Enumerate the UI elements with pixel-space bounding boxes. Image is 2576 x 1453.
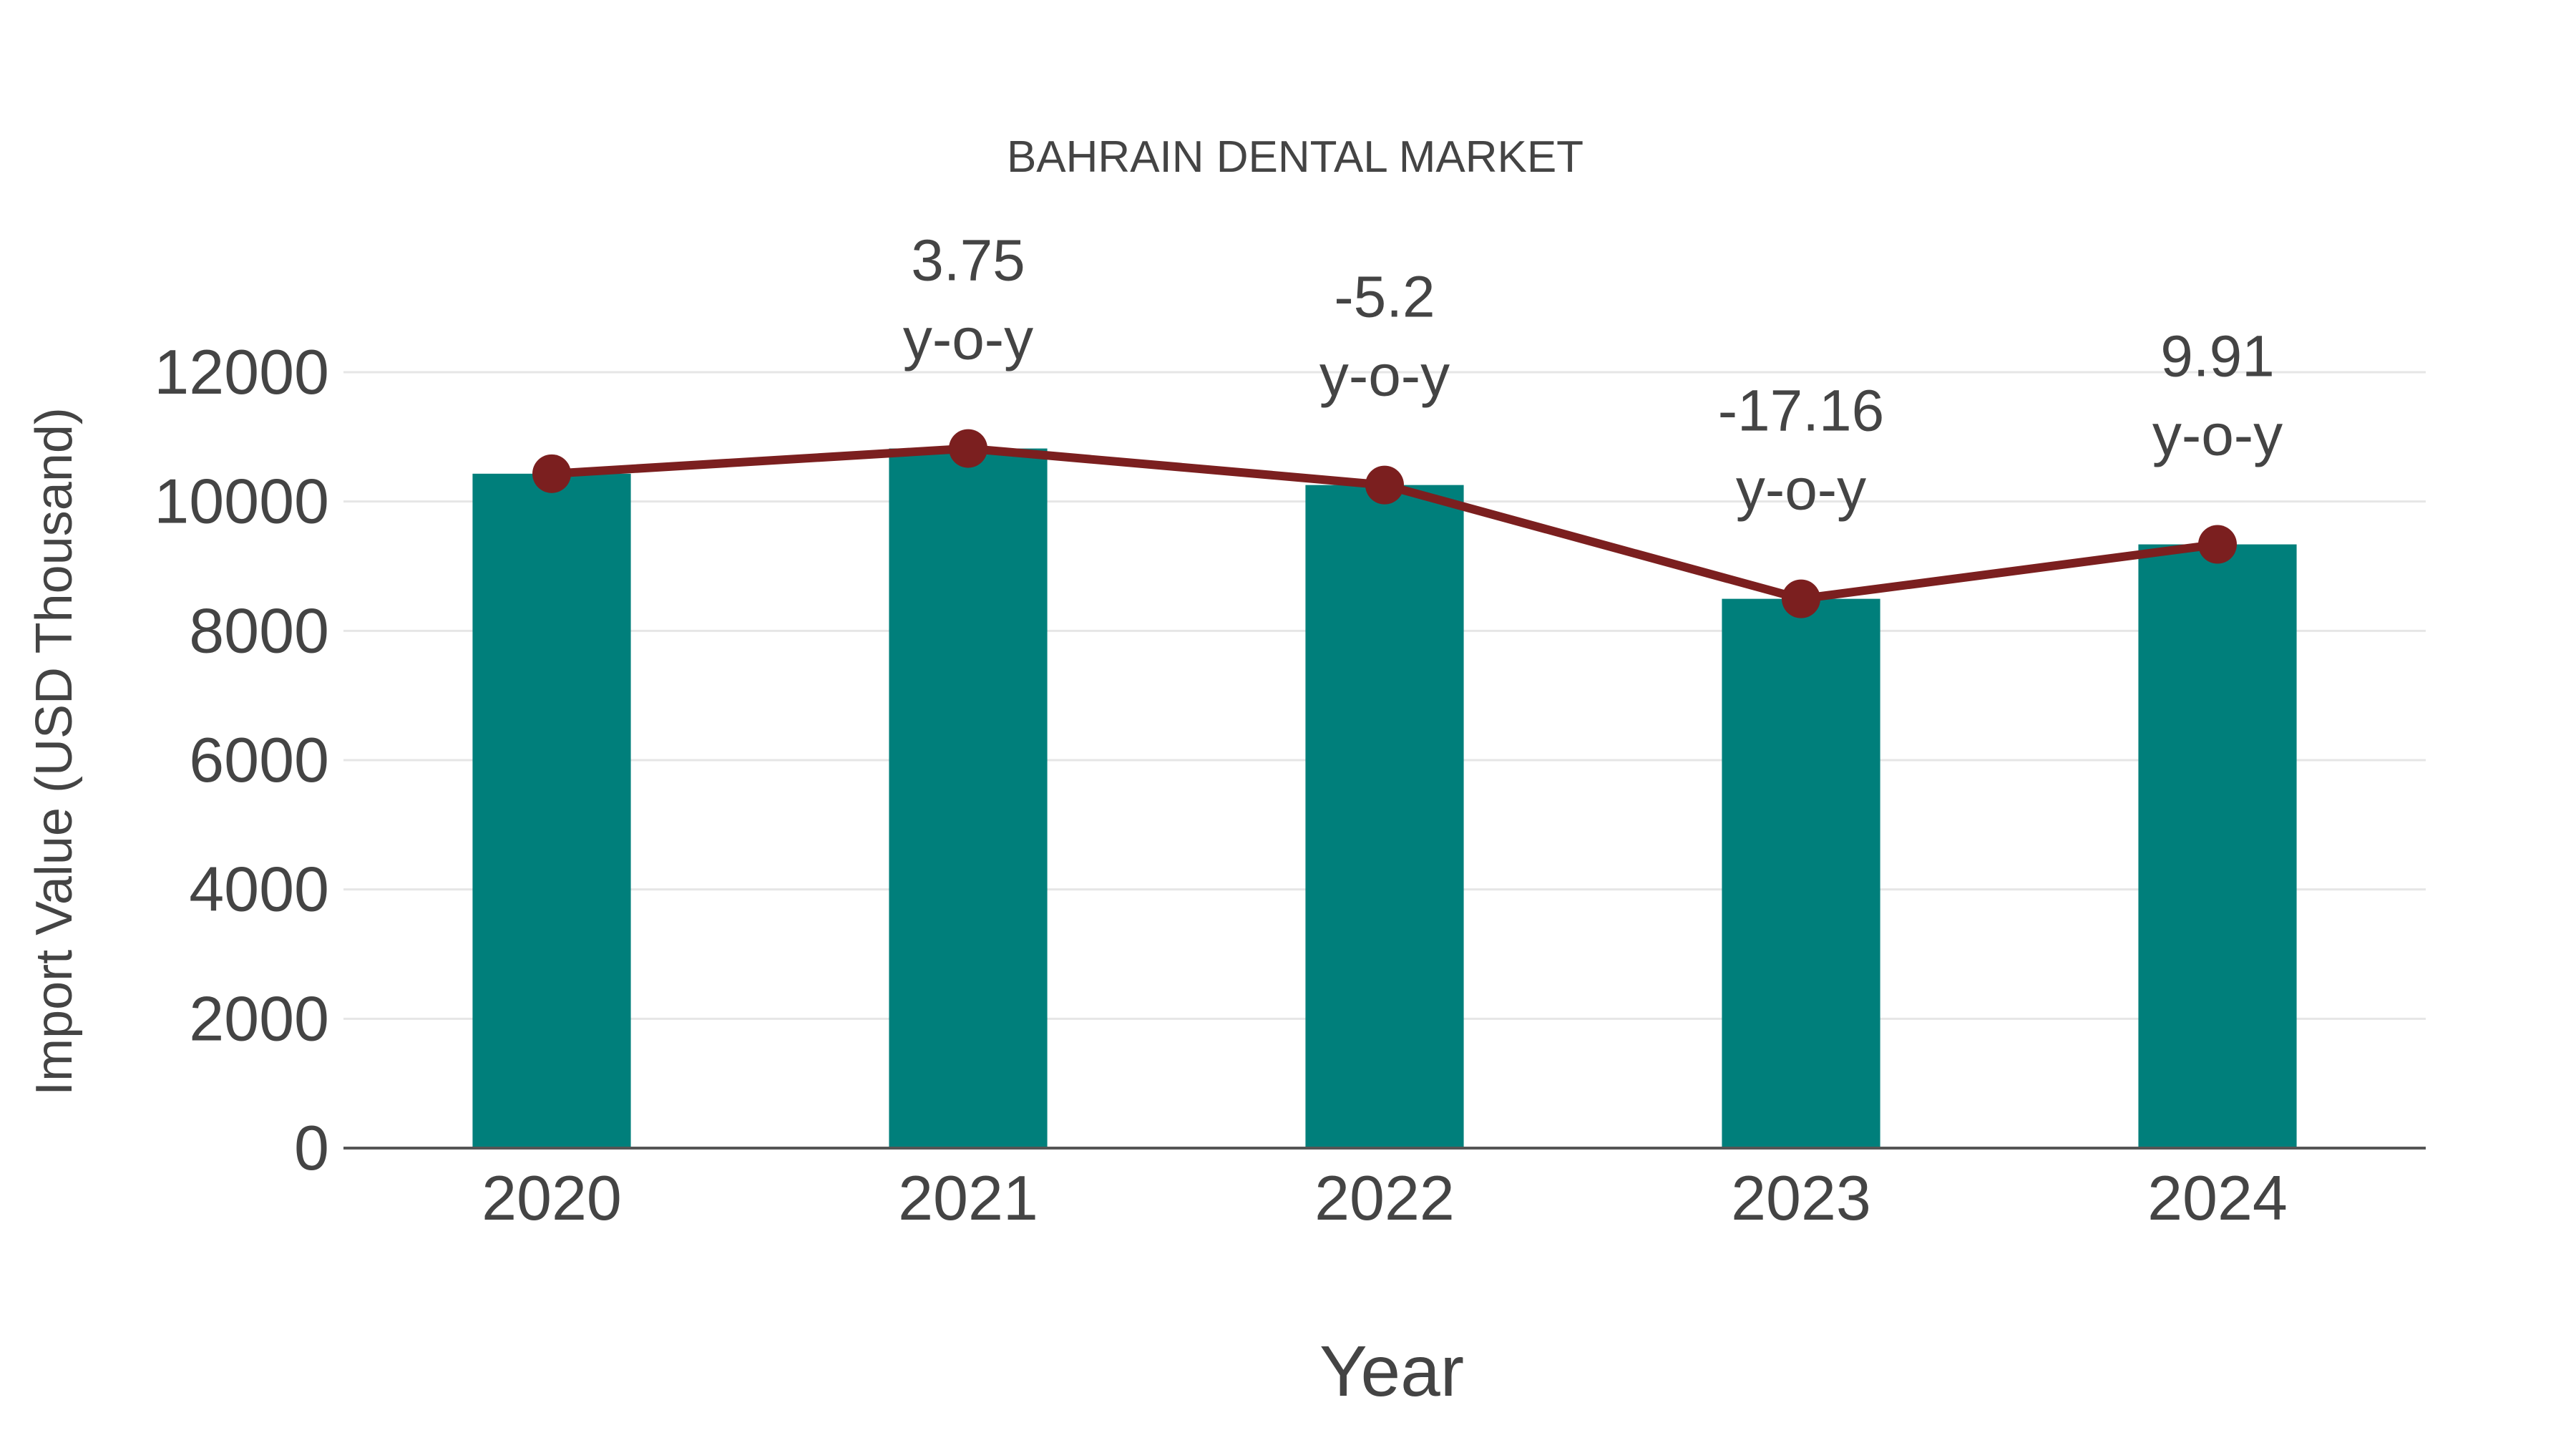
yoy-value-2023: -17.16 bbox=[1718, 379, 1885, 444]
y-tick-label: 4000 bbox=[189, 854, 329, 925]
bar-2024 bbox=[2138, 544, 2297, 1148]
y-tick-label: 8000 bbox=[189, 595, 329, 666]
yoy-suffix-2023: y-o-y bbox=[1736, 457, 1866, 523]
data-point-2022 bbox=[1365, 465, 1404, 505]
x-tick-label: 2020 bbox=[482, 1162, 622, 1233]
yoy-value-2022: -5.2 bbox=[1334, 265, 1435, 330]
y-tick-label: 0 bbox=[294, 1112, 329, 1183]
yoy-value-2024: 9.91 bbox=[2160, 324, 2275, 389]
y-tick-label: 10000 bbox=[154, 466, 329, 537]
y-tick-label: 2000 bbox=[189, 983, 329, 1054]
line-series bbox=[532, 429, 2237, 618]
yoy-annotations: 3.75 y-o-y -5.2 y-o-y -17.16 y-o-y 9.91 y-o-y bbox=[903, 228, 2283, 523]
data-point-2023 bbox=[1782, 579, 1820, 618]
yoy-suffix-2022: y-o-y bbox=[1319, 344, 1450, 409]
y-tick-label: 12000 bbox=[154, 336, 329, 407]
x-axis-ticks: 2020 2021 2022 2023 2024 bbox=[482, 1162, 2288, 1233]
chart-title: BAHRAIN DENTAL MARKET bbox=[1007, 132, 1584, 182]
data-point-2024 bbox=[2198, 525, 2237, 564]
x-axis-title: Year bbox=[1319, 1331, 1464, 1411]
yoy-value-2021: 3.75 bbox=[911, 228, 1025, 293]
x-tick-label: 2024 bbox=[2147, 1162, 2288, 1233]
bar-2023 bbox=[1722, 598, 1880, 1148]
y-axis-title: Import Value (USD Thousand) bbox=[26, 407, 83, 1096]
x-tick-label: 2021 bbox=[898, 1162, 1038, 1233]
bar-2021 bbox=[889, 448, 1048, 1148]
yoy-suffix-2021: y-o-y bbox=[903, 307, 1033, 372]
bar-2022 bbox=[1305, 485, 1464, 1148]
yoy-suffix-2024: y-o-y bbox=[2152, 403, 2283, 468]
data-point-2021 bbox=[949, 429, 987, 468]
x-tick-label: 2023 bbox=[1731, 1162, 1871, 1233]
bar-series bbox=[472, 448, 2297, 1148]
x-tick-label: 2022 bbox=[1314, 1162, 1455, 1233]
data-point-2020 bbox=[532, 454, 571, 493]
y-tick-label: 6000 bbox=[189, 724, 329, 795]
bar-2020 bbox=[472, 473, 631, 1148]
y-axis-ticks: 0 2000 4000 6000 8000 10000 12000 bbox=[154, 336, 329, 1183]
